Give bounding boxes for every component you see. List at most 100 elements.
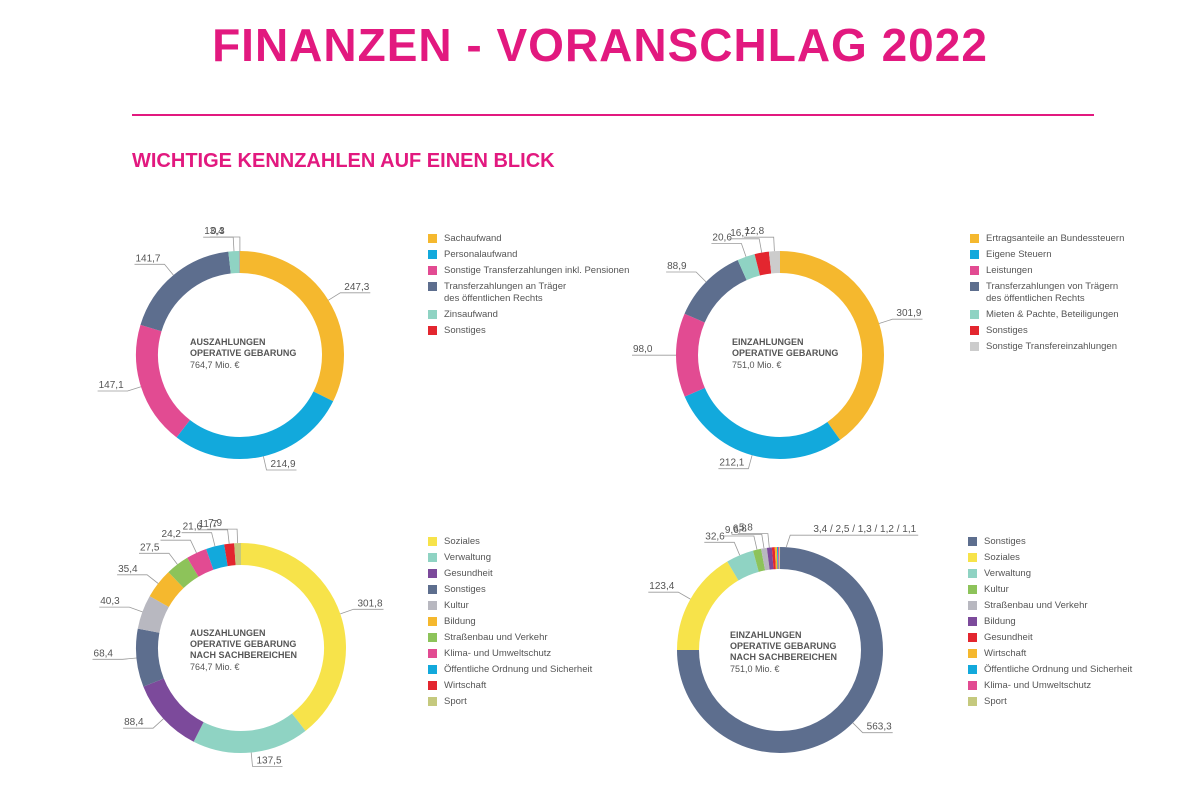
data-label: 563,3 bbox=[867, 722, 892, 733]
slice-leistungen bbox=[676, 313, 706, 397]
slice-eigene-steuern bbox=[684, 387, 841, 459]
legend-swatch bbox=[428, 282, 437, 291]
slice-strassenbau-und-verkehr bbox=[168, 557, 199, 589]
leader-line bbox=[197, 529, 230, 544]
donut-auszahlungen-sachbereiche: 301,8 137,5 88,4 68,4 40,3 35,427,524,221,611… bbox=[92, 518, 384, 767]
legend-auszahlungen-operativ: Sachaufwand Personalaufwand Sonstige Trans… bbox=[428, 233, 629, 341]
leader-line bbox=[160, 539, 197, 554]
leader-line bbox=[263, 456, 297, 471]
legend-item-wirtschaft: Wirtschaft bbox=[428, 680, 592, 692]
legend-item-soziales: Soziales bbox=[968, 552, 1132, 564]
slice-sachaufwand bbox=[239, 251, 344, 402]
legend-swatch bbox=[428, 649, 437, 658]
legend-item-bildung: Bildung bbox=[968, 616, 1132, 628]
legend-label: Straßenbau und Verkehr bbox=[444, 632, 548, 643]
legend-item-sachaufwand: Sachaufwand bbox=[428, 233, 629, 245]
donut-auszahlungen-operativ: 247,3 214,9 147,1 141,7 13,40,3 AUSZAHLUNGENO… bbox=[97, 226, 371, 471]
leader-line bbox=[731, 534, 765, 549]
data-label: 24,2 bbox=[162, 529, 182, 540]
slice-sonstiges bbox=[677, 547, 883, 753]
legend-swatch bbox=[970, 234, 979, 243]
slice-oeffentliche-ordnung-und-sicherheit bbox=[206, 544, 228, 570]
legend-label: Gesundheit bbox=[444, 568, 493, 579]
leader-line bbox=[711, 243, 747, 257]
legend-item-sonstiges: Sonstiges bbox=[428, 584, 592, 596]
leader-line bbox=[718, 455, 753, 470]
legend-label: Transferzahlungen an Träger des öffentli… bbox=[444, 281, 567, 304]
chart-title-line: AUSZAHLUNGEN bbox=[190, 628, 266, 638]
legend-swatch bbox=[970, 310, 979, 319]
legend-label: Mieten & Pachte, Beteiligungen bbox=[986, 309, 1119, 320]
legend-label: Sonstiges bbox=[444, 584, 486, 595]
slice-ertragsanteile-an-bundessteuern bbox=[779, 251, 884, 440]
leader-line bbox=[97, 386, 142, 392]
legend-label: Bildung bbox=[984, 616, 1016, 627]
legend-item-gesundheit: Gesundheit bbox=[428, 568, 592, 580]
legend-label: Verwaltung bbox=[984, 568, 1032, 579]
slice-sonstiges bbox=[136, 628, 164, 687]
data-label: 88,4 bbox=[124, 717, 144, 728]
data-label: 12,8 bbox=[745, 226, 765, 237]
legend-swatch bbox=[428, 665, 437, 674]
legend-swatch bbox=[968, 665, 977, 674]
chart-title-line: AUSZAHLUNGEN bbox=[190, 337, 266, 347]
donut-einzahlungen-sachbereiche: 563,3 123,4 32,69,66,85,8 3,4 / 2,5 / 1,3 /… bbox=[648, 523, 919, 753]
slice-gesundheit bbox=[143, 678, 204, 742]
leader-line bbox=[181, 532, 216, 547]
slice-mieten-pachte-beteiligungen bbox=[737, 254, 761, 281]
slice-personalaufwand bbox=[176, 391, 334, 459]
slice-klima-und-umweltschutz bbox=[187, 548, 214, 577]
data-label: 13,4 bbox=[204, 226, 224, 237]
legend-label: Klima- und Umweltschutz bbox=[984, 680, 1092, 691]
slice-wirtschaft bbox=[224, 543, 236, 567]
data-label: 5,8 bbox=[739, 523, 753, 534]
grouped-data-label: 3,4 / 2,5 / 1,3 / 1,2 / 1,1 bbox=[813, 524, 916, 535]
legend-swatch bbox=[428, 553, 437, 562]
legend-label: Transferzahlungen von Trägern des öffent… bbox=[986, 281, 1119, 304]
slice-zinsaufwand bbox=[228, 251, 240, 274]
legend-label: Eigene Steuern bbox=[986, 249, 1052, 260]
leader-line bbox=[852, 722, 893, 734]
data-label: 32,6 bbox=[705, 531, 725, 542]
legend-label: Sonstiges bbox=[444, 325, 486, 336]
data-label: 11,7 bbox=[199, 519, 218, 530]
data-label: 123,4 bbox=[649, 581, 674, 592]
data-label: 7,9 bbox=[208, 518, 222, 529]
legend-label: Klima- und Umweltschutz bbox=[444, 648, 552, 659]
legend-label: Wirtschaft bbox=[444, 680, 487, 691]
data-label: 214,9 bbox=[270, 459, 295, 470]
legend-label: Personalaufwand bbox=[444, 249, 518, 260]
legend-item-kultur: Kultur bbox=[968, 584, 1132, 596]
legend-item-zinsaufwand: Zinsaufwand bbox=[428, 309, 629, 321]
data-label: 98,0 bbox=[633, 344, 653, 355]
legend-swatch bbox=[970, 326, 979, 335]
legend-swatch bbox=[428, 537, 437, 546]
legend-item-ertragsanteile-an-bundessteuern: Ertragsanteile an Bundessteuern bbox=[970, 233, 1124, 245]
leader-line bbox=[737, 533, 770, 548]
data-label: 35,4 bbox=[118, 564, 138, 575]
data-label: 6,8 bbox=[733, 523, 747, 534]
legend-label: Wirtschaft bbox=[984, 648, 1027, 659]
legend-label: Gesundheit bbox=[984, 632, 1033, 643]
legend-label: Soziales bbox=[444, 536, 480, 547]
data-label: 21,6 bbox=[183, 522, 203, 533]
leader-line bbox=[123, 718, 164, 729]
legend-item-verwaltung: Verwaltung bbox=[968, 568, 1132, 580]
legend-swatch bbox=[428, 250, 437, 259]
leader-line bbox=[203, 236, 235, 252]
legend-swatch bbox=[968, 601, 977, 610]
leader-line bbox=[328, 292, 371, 301]
legend-item-oeffentliche-ordnung-und-sicherheit: Öffentliche Ordnung und Sicherheit bbox=[428, 664, 592, 676]
chart-title-line: NACH SACHBEREICHEN bbox=[730, 652, 837, 662]
legend-einzahlungen-operativ: Ertragsanteile an Bundessteuern Eigene St… bbox=[970, 233, 1124, 357]
legend-item-sonstige-transfereinzahlungen: Sonstige Transfereinzahlungen bbox=[970, 341, 1124, 353]
legend-label: Verwaltung bbox=[444, 552, 492, 563]
chart-title-line: OPERATIVE GEBARUNG bbox=[190, 639, 296, 649]
data-label: 20,6 bbox=[712, 232, 732, 243]
legend-swatch bbox=[428, 633, 437, 642]
legend-label: Leistungen bbox=[986, 265, 1033, 276]
slice-verwaltung bbox=[727, 550, 760, 581]
legend-label: Sport bbox=[984, 696, 1007, 707]
legend-swatch bbox=[428, 601, 437, 610]
